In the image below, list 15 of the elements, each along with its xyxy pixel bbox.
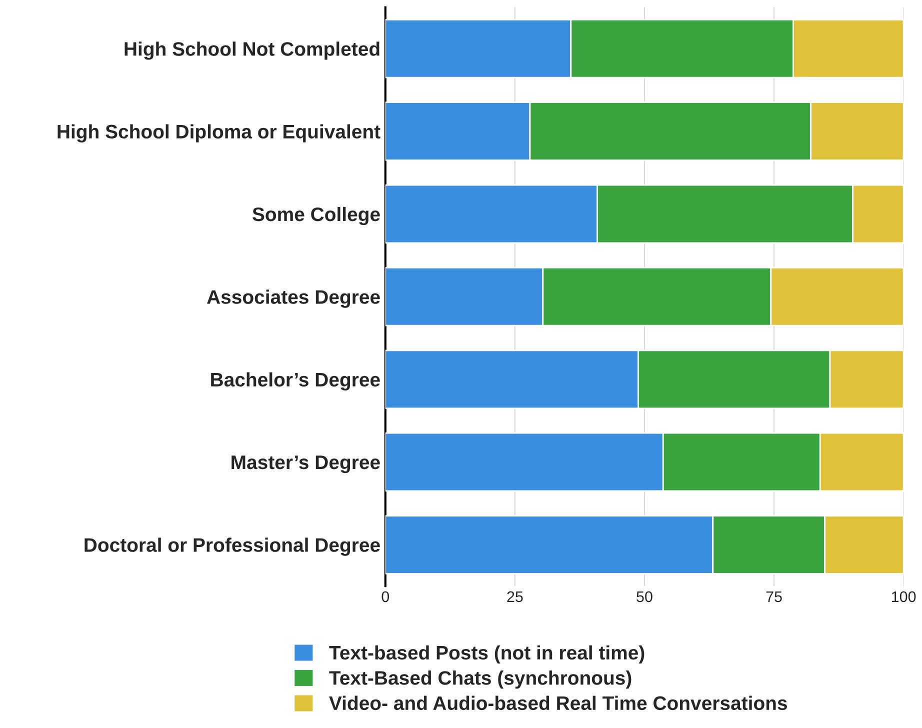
y-tick-label: Master’s Degree bbox=[232, 456, 380, 474]
y-tick-label: Some College bbox=[252, 206, 380, 226]
y-tick-label: High School Diploma or Equivalent bbox=[58, 124, 380, 142]
x-tick-label: 75 bbox=[766, 591, 782, 602]
x-tick-label: 25 bbox=[507, 591, 523, 602]
y-tick-label: Doctoral or Professional Degree bbox=[84, 538, 380, 556]
y-tick-label: Bachelor’s Degree bbox=[211, 372, 380, 391]
y-tick-label: Associates Degree bbox=[207, 290, 380, 308]
x-tick-label: 100 bbox=[892, 591, 916, 602]
legend-label: Text-Based Chats (synchronous) bbox=[329, 670, 632, 689]
legend-label: Video- and Audio-based Real Time Conversations bbox=[329, 696, 787, 710]
legend-label: Text-based Posts (not in real time) bbox=[329, 645, 644, 664]
x-tick-label: 50 bbox=[636, 591, 652, 602]
y-tick-label: High School Not Completed bbox=[124, 42, 380, 60]
x-tick-label: 0 bbox=[382, 591, 390, 602]
